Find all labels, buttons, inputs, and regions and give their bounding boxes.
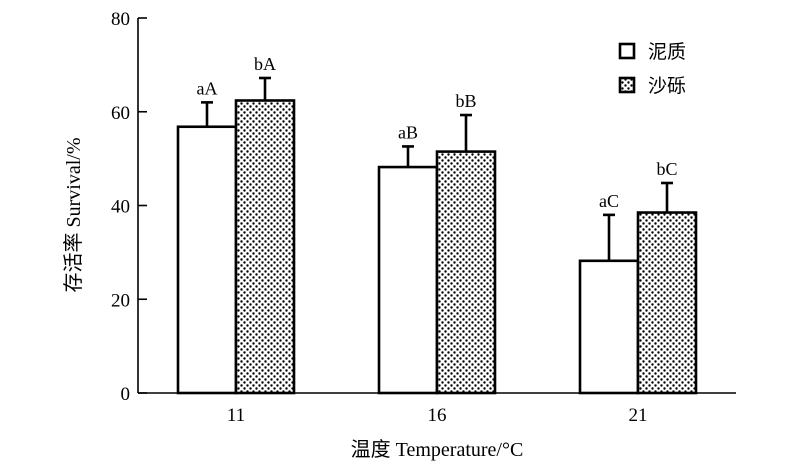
x-tick-label: 16 — [428, 405, 447, 426]
y-tick-label: 20 — [111, 290, 130, 311]
significance-label: bC — [656, 159, 677, 179]
significance-label: aC — [599, 191, 619, 211]
x-axis-label: 温度 Temperature/°C — [351, 438, 524, 461]
y-tick-label: 60 — [111, 103, 130, 124]
legend-swatch-gravel — [618, 76, 636, 94]
bar-mud-21 — [578, 259, 640, 395]
bar-gravel-21 — [636, 211, 698, 395]
significance-label: aA — [197, 78, 218, 98]
legend-swatch-mud — [618, 42, 636, 60]
y-tick-label: 80 — [111, 9, 130, 30]
bar-gravel-16 — [435, 150, 497, 395]
legend-label: 沙砾 — [648, 75, 686, 97]
x-tick-label: 21 — [629, 405, 648, 426]
bars-layer: aA bA aB bB aC bC — [176, 54, 698, 395]
bar-mud-16 — [377, 165, 439, 395]
legend-label: 泥质 — [648, 41, 686, 63]
y-axis-label: 存活率 Survival/% — [62, 138, 85, 293]
significance-label: bA — [254, 54, 276, 74]
bar-gravel-11 — [234, 99, 296, 395]
significance-label: aB — [398, 122, 418, 142]
significance-label: bB — [455, 91, 476, 111]
y-tick-label: 0 — [121, 384, 131, 405]
x-ticks: 11 16 21 — [227, 405, 648, 426]
x-tick-label: 11 — [227, 405, 245, 426]
bar-mud-11 — [176, 125, 238, 395]
y-tick-label: 40 — [111, 197, 130, 218]
y-ticks: 0 20 40 60 80 — [111, 9, 147, 405]
